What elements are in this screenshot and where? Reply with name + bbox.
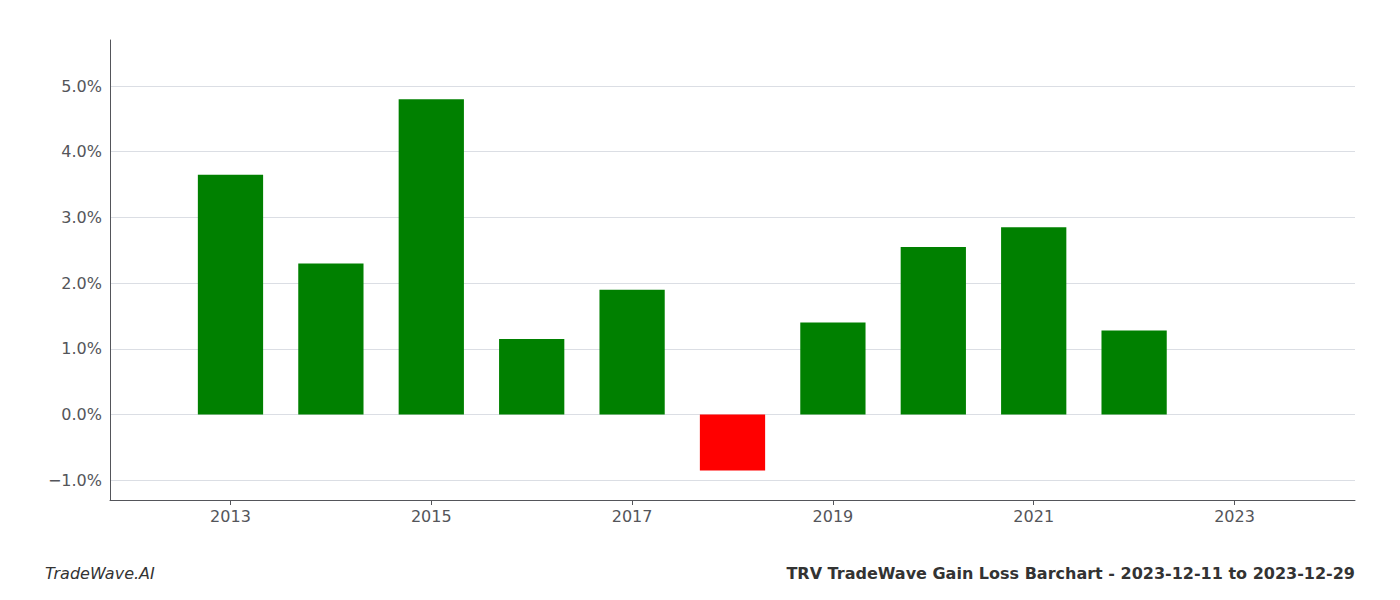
svg-text:2013: 2013 xyxy=(210,507,251,526)
svg-text:2021: 2021 xyxy=(1013,507,1054,526)
svg-text:2015: 2015 xyxy=(411,507,452,526)
svg-text:TRV TradeWave Gain Loss Barcha: TRV TradeWave Gain Loss Barchart - 2023-… xyxy=(786,564,1355,583)
svg-text:2017: 2017 xyxy=(612,507,653,526)
svg-text:1.0%: 1.0% xyxy=(61,339,102,358)
svg-text:3.0%: 3.0% xyxy=(61,208,102,227)
svg-text:2019: 2019 xyxy=(813,507,854,526)
svg-text:TradeWave.AI: TradeWave.AI xyxy=(45,564,155,583)
svg-text:4.0%: 4.0% xyxy=(61,142,102,161)
svg-text:−1.0%: −1.0% xyxy=(48,471,102,490)
svg-text:2023: 2023 xyxy=(1214,507,1255,526)
svg-text:2.0%: 2.0% xyxy=(61,274,102,293)
svg-text:0.0%: 0.0% xyxy=(61,405,102,424)
svg-text:5.0%: 5.0% xyxy=(61,77,102,96)
